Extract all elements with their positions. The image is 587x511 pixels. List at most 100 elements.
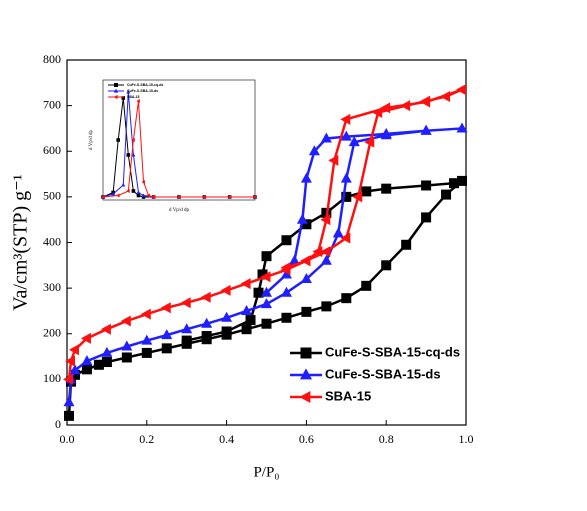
marker xyxy=(421,180,432,191)
marker xyxy=(227,195,232,199)
marker xyxy=(126,89,131,94)
marker xyxy=(280,262,291,274)
marker xyxy=(420,124,432,135)
marker xyxy=(456,84,467,96)
y-tick-label: 600 xyxy=(43,143,61,157)
marker xyxy=(381,260,392,271)
series xyxy=(62,84,467,385)
marker xyxy=(352,191,363,203)
marker xyxy=(261,286,272,297)
marker xyxy=(400,100,411,112)
marker xyxy=(241,304,253,315)
legend-marker xyxy=(300,347,312,359)
marker xyxy=(136,193,141,198)
y-tick-label: 400 xyxy=(43,234,61,248)
legend-label: CuFe-S-SBA-15-ds xyxy=(325,366,441,381)
marker xyxy=(69,369,80,380)
marker xyxy=(320,132,332,143)
marker xyxy=(121,352,132,363)
marker xyxy=(140,308,151,320)
marker xyxy=(100,323,111,335)
marker xyxy=(364,136,375,148)
marker xyxy=(401,239,412,250)
marker xyxy=(221,326,232,337)
marker xyxy=(160,302,171,314)
marker xyxy=(321,301,332,312)
y-axis-label: Va/cm³(STP) g⁻¹ xyxy=(10,174,32,310)
marker xyxy=(126,189,130,193)
marker xyxy=(141,195,146,199)
marker xyxy=(101,357,112,368)
marker xyxy=(300,273,312,283)
marker xyxy=(176,195,181,199)
marker xyxy=(301,219,312,230)
marker xyxy=(441,189,452,200)
marker xyxy=(146,193,151,198)
marker xyxy=(111,191,116,196)
marker xyxy=(332,227,344,238)
marker xyxy=(68,344,79,356)
marker xyxy=(348,136,360,147)
legend-label: CuFe-S-SBA-15-ds xyxy=(127,89,158,93)
marker xyxy=(312,246,323,258)
marker xyxy=(161,329,173,340)
marker xyxy=(101,346,113,357)
legend-marker xyxy=(113,94,118,100)
marker xyxy=(69,364,81,375)
y-tick-label: 500 xyxy=(43,189,61,203)
marker xyxy=(80,332,91,344)
marker xyxy=(93,359,104,370)
marker xyxy=(253,287,264,298)
marker xyxy=(240,278,251,290)
marker xyxy=(201,331,212,342)
marker xyxy=(456,122,468,133)
marker xyxy=(296,213,308,224)
marker xyxy=(202,195,206,199)
marker xyxy=(120,315,131,327)
marker xyxy=(340,130,352,141)
marker xyxy=(245,315,256,326)
marker xyxy=(261,298,272,309)
marker xyxy=(63,410,74,421)
x-tick-label: 0.2 xyxy=(139,432,154,446)
marker xyxy=(372,106,383,118)
marker xyxy=(81,355,93,366)
marker xyxy=(280,268,292,279)
x-tick-label: 0.0 xyxy=(60,432,75,446)
marker xyxy=(320,246,331,258)
marker xyxy=(121,182,126,187)
marker xyxy=(131,189,136,193)
marker xyxy=(100,195,105,199)
marker xyxy=(63,396,75,407)
marker xyxy=(131,152,136,157)
legend-marker xyxy=(113,88,119,93)
marker xyxy=(340,172,352,183)
marker xyxy=(340,232,351,244)
legend-label: CuFe-S-SBA-15-cq-ds xyxy=(325,344,460,359)
marker xyxy=(62,373,73,385)
marker xyxy=(440,91,451,102)
x-tick-label: 0.8 xyxy=(379,432,394,446)
marker xyxy=(280,286,292,297)
marker xyxy=(221,311,233,322)
marker xyxy=(136,190,141,194)
marker xyxy=(141,347,152,358)
marker xyxy=(136,99,140,103)
marker xyxy=(241,324,252,335)
marker xyxy=(121,340,133,351)
marker xyxy=(161,343,172,354)
y-tick-label: 700 xyxy=(43,97,61,111)
marker xyxy=(308,145,320,156)
marker xyxy=(81,364,92,375)
marker xyxy=(260,271,271,283)
y-tick-label: 200 xyxy=(43,326,61,340)
y-tick-label: 0 xyxy=(55,417,61,431)
marker xyxy=(300,255,311,267)
marker xyxy=(420,96,431,108)
marker xyxy=(341,191,352,202)
marker xyxy=(64,355,75,367)
marker xyxy=(261,318,272,329)
y-tick-label: 100 xyxy=(43,371,61,385)
marker xyxy=(121,96,126,100)
